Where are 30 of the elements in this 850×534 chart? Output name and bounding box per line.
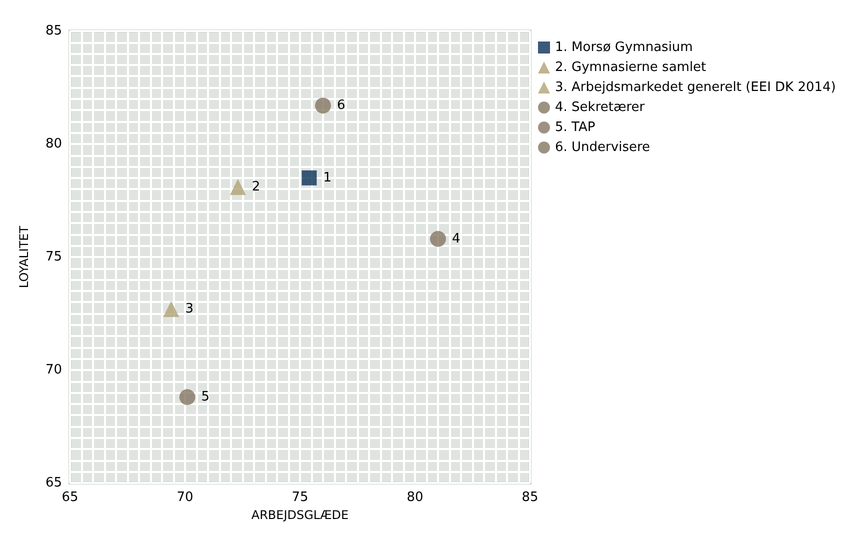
legend-label: 3. Arbejdsmarkedet generelt (EEI DK 2014): [555, 80, 836, 95]
legend-label: 2. Gymnasierne samlet: [555, 60, 706, 75]
x-axis-title: ARBEJDSGLÆDE: [251, 508, 349, 522]
point: [430, 230, 446, 247]
annotation: 1: [323, 170, 332, 186]
legend-label: 6. Undervisere: [555, 140, 650, 155]
y-tick-label: 80: [45, 136, 62, 152]
y-axis-title: LOYALITET: [17, 225, 31, 288]
point: [163, 300, 180, 317]
point: [230, 178, 246, 195]
annotation: 3: [185, 301, 194, 316]
point: [315, 98, 331, 114]
annotation: 2: [252, 179, 260, 194]
legend-label: 1. Morsø Gymnasium: [555, 40, 693, 55]
x-tick-label: 75: [292, 490, 308, 505]
legend-label: 4. Sekretærer: [555, 100, 646, 115]
y-tick-label: 70: [45, 362, 62, 378]
y-tick-label: 75: [45, 250, 62, 264]
annotation: 4: [452, 231, 460, 246]
x-tick-label: 65: [62, 490, 78, 505]
x-tick-label: 85: [522, 490, 538, 505]
annotation: 6: [337, 98, 346, 114]
point: [302, 170, 317, 186]
y-tick-label: 65: [45, 476, 62, 490]
y-tick-label: 85: [45, 24, 62, 38]
annotation: 5: [201, 390, 210, 405]
legend-label: 5. TAP: [555, 120, 596, 135]
x-tick-label: 80: [406, 490, 424, 505]
x-tick-label: 70: [176, 490, 194, 505]
point: [179, 389, 196, 406]
